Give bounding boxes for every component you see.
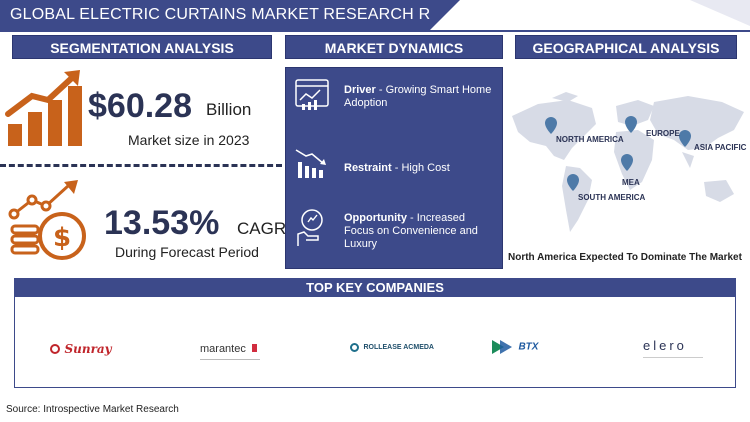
driver-item: Driver - Growing Smart Home Adoption — [344, 84, 502, 110]
market-size-value: $60.28 — [88, 87, 192, 125]
restraint-item: Restraint - High Cost — [344, 162, 450, 175]
logo-btx: BTX — [492, 338, 538, 356]
driver-text: - Growing Smart Home Adoption — [344, 84, 492, 109]
forecast-period-label: During Forecast Period — [115, 244, 259, 260]
region-europe: EUROPE — [646, 129, 680, 138]
report-title-bar: GLOBAL ELECTRIC CURTAINS MARKET RESEARCH… — [0, 0, 486, 30]
logo-sunray: Sunray — [50, 340, 112, 358]
geographical-header: GEOGRAPHICAL ANALYSIS — [515, 35, 737, 59]
restraint-text: - High Cost — [394, 162, 450, 174]
source-note: Source: Introspective Market Research — [6, 404, 179, 415]
cagr-unit: CAGR — [237, 219, 287, 238]
cagr-value: 13.53% — [104, 204, 220, 242]
logo-marantec: marantec — [200, 339, 260, 360]
restraint-label: Restraint — [344, 162, 392, 174]
logo-elero: elero — [643, 337, 703, 358]
region-mea: MEA — [622, 178, 640, 187]
growth-chart-icon — [5, 70, 82, 146]
hand-growth-icon — [297, 209, 323, 246]
market-dynamics-panel: Driver - Growing Smart Home Adoption Res… — [285, 67, 503, 269]
top-companies-box: TOP KEY COMPANIES — [14, 278, 736, 388]
smart-home-chart-icon — [295, 79, 329, 110]
region-north-america: NORTH AMERICA — [556, 135, 624, 144]
market-size-label: Market size in 2023 — [128, 132, 250, 148]
dollar-coins-icon: $ — [8, 180, 86, 260]
report-title: GLOBAL ELECTRIC CURTAINS MARKET RESEARCH… — [10, 6, 487, 23]
segmentation-header: SEGMENTATION ANALYSIS — [12, 35, 272, 59]
opportunity-label: Opportunity — [344, 212, 407, 224]
world-map — [512, 92, 744, 232]
declining-chart-icon — [295, 149, 326, 178]
driver-label: Driver — [344, 84, 376, 96]
geography-caption: North America Expected To Dominate The M… — [508, 252, 742, 263]
market-size-unit: Billion — [206, 100, 252, 119]
market-dynamics-header: MARKET DYNAMICS — [285, 35, 503, 59]
corner-decoration — [690, 0, 750, 26]
region-asia-pacific: ASIA PACIFIC — [694, 143, 747, 152]
opportunity-item: Opportunity - Increased Focus on Conveni… — [344, 212, 494, 251]
top-companies-header: TOP KEY COMPANIES — [15, 279, 735, 297]
region-south-america: SOUTH AMERICA — [578, 193, 646, 202]
logo-rollease-acmeda: ROLLEASE ACMEDA — [350, 339, 434, 357]
divider — [0, 164, 282, 167]
header-stripe — [0, 30, 750, 32]
opportunity-text: - Increased Focus on Convenience and Lux… — [344, 212, 478, 250]
svg-text:$: $ — [53, 223, 71, 253]
